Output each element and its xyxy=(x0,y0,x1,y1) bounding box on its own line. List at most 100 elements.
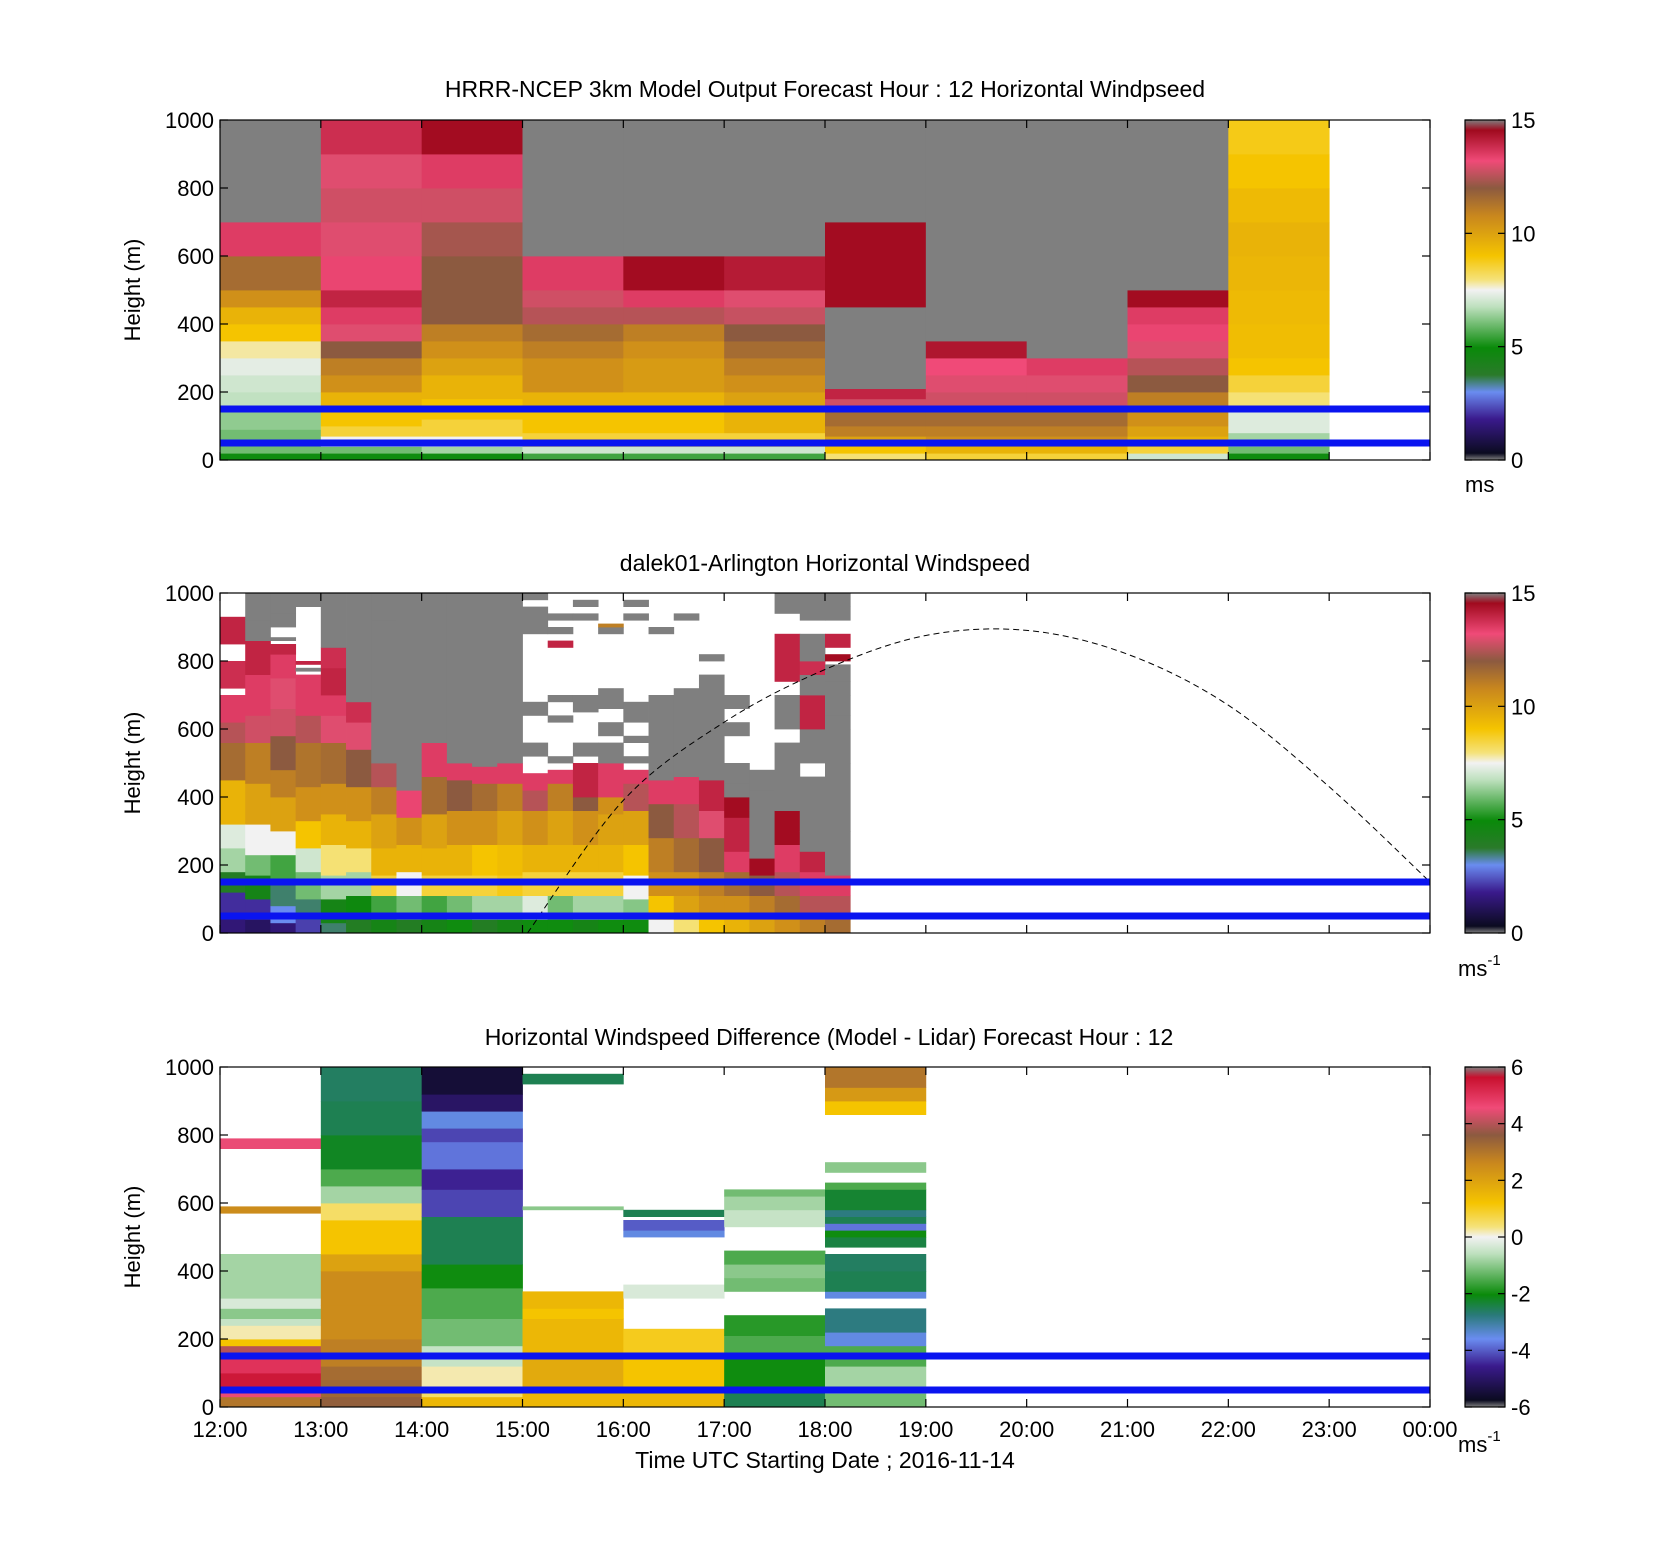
heatmap-cell xyxy=(346,786,372,822)
heatmap-cell xyxy=(270,644,297,655)
y-tick-label: 0 xyxy=(202,1395,214,1420)
heatmap-cell xyxy=(623,1230,725,1238)
heatmap-cell xyxy=(825,409,927,427)
y-tick-label: 1000 xyxy=(165,1055,214,1080)
heatmap-cell xyxy=(371,599,397,607)
heatmap-cell xyxy=(320,715,347,743)
colorbar-tick-label: -2 xyxy=(1511,1282,1531,1307)
heatmap-cell xyxy=(522,593,549,601)
panel-model-y-ticks: 0 200 400 600 800 1000 xyxy=(165,108,1430,473)
heatmap-cell xyxy=(421,222,523,257)
y-tick-label: 800 xyxy=(177,1123,214,1148)
heatmap-cell xyxy=(749,875,775,896)
heatmap-cell xyxy=(1026,358,1128,376)
heatmap-cell xyxy=(825,729,851,764)
heatmap-cell xyxy=(825,1254,927,1272)
heatmap-cell xyxy=(320,667,347,696)
heatmap-cell xyxy=(220,1308,322,1319)
heatmap-cell xyxy=(724,1264,826,1279)
heatmap-cell xyxy=(799,633,826,662)
heatmap-cell xyxy=(320,222,423,257)
panel-model-colorbar-unit: ms xyxy=(1465,472,1494,497)
heatmap-cell xyxy=(220,916,246,933)
heatmap-cell xyxy=(825,633,851,648)
panel-lidar-ylabel: Height (m) xyxy=(120,712,145,815)
heatmap-cell xyxy=(673,837,700,873)
panel-difference: Horizontal Windspeed Difference (Model -… xyxy=(120,1024,1531,1457)
heatmap-cell xyxy=(245,715,271,743)
heatmap-cell xyxy=(421,742,448,777)
heatmap-cell xyxy=(799,803,826,832)
heatmap-cell xyxy=(698,837,725,873)
heatmap-cell xyxy=(320,1101,423,1136)
heatmap-cell xyxy=(245,674,271,716)
heatmap-cell xyxy=(320,899,347,924)
heatmap-cell xyxy=(1026,446,1128,454)
heatmap-cell xyxy=(673,688,700,777)
y-tick-label: 200 xyxy=(177,1327,214,1352)
heatmap-cell xyxy=(825,1101,927,1115)
x-tick-label: 18:00 xyxy=(797,1417,852,1442)
heatmap-cell xyxy=(421,446,523,454)
heatmap-cell xyxy=(522,290,624,308)
heatmap-cell xyxy=(724,358,826,376)
heatmap-cell xyxy=(623,307,725,325)
heatmap-cell xyxy=(446,780,473,811)
heatmap-cell xyxy=(825,1189,927,1211)
heatmap-cell xyxy=(421,1067,523,1095)
heatmap-cell xyxy=(1228,409,1330,434)
colorbar-tick-label: 15 xyxy=(1511,108,1535,133)
heatmap-cell xyxy=(472,844,498,876)
heatmap-cell xyxy=(724,1209,826,1228)
heatmap-cell xyxy=(245,593,271,621)
panel-lidar-title: dalek01-Arlington Horizontal Windspeed xyxy=(620,550,1030,576)
heatmap-cell xyxy=(598,763,624,798)
heatmap-cell xyxy=(724,290,826,308)
heatmap-cell xyxy=(320,1203,423,1221)
heatmap-cell xyxy=(421,919,448,933)
heatmap-cell xyxy=(421,1366,523,1387)
heatmap-cell xyxy=(295,786,322,822)
heatmap-cell xyxy=(698,654,725,662)
heatmap-cell xyxy=(396,817,423,845)
heatmap-cell xyxy=(547,715,574,723)
heatmap-cell xyxy=(245,620,271,641)
heatmap-cell xyxy=(320,453,423,460)
heatmap-cell xyxy=(320,120,423,155)
heatmap-cell xyxy=(547,756,574,764)
heatmap-cell xyxy=(825,593,851,607)
heatmap-cell xyxy=(472,593,498,767)
heatmap-cell xyxy=(547,919,574,933)
heatmap-cell xyxy=(522,773,549,791)
heatmap-cell xyxy=(825,1230,927,1238)
heatmap-cell xyxy=(522,742,549,757)
heatmap-cell xyxy=(1127,446,1229,454)
heatmap-cell xyxy=(220,1339,322,1347)
panel-lidar-dashed-curve xyxy=(527,628,1430,933)
colorbar-tick-label: 0 xyxy=(1511,1225,1523,1250)
heatmap-cell xyxy=(421,1111,523,1129)
heatmap-cell xyxy=(421,256,523,291)
heatmap-cell xyxy=(799,831,826,852)
heatmap-cell xyxy=(346,701,372,723)
heatmap-cell xyxy=(220,661,246,689)
heatmap-cell xyxy=(925,341,1028,359)
colorbar-bar xyxy=(1464,119,1506,461)
heatmap-cell xyxy=(648,780,675,805)
heatmap-cell xyxy=(421,324,523,342)
heatmap-cell xyxy=(472,919,498,933)
heatmap-cell xyxy=(724,324,826,342)
heatmap-cell xyxy=(1127,426,1229,437)
heatmap-cell xyxy=(320,1305,423,1340)
heatmap-cell xyxy=(245,742,271,784)
x-tick-label: 00:00 xyxy=(1402,1417,1457,1442)
heatmap-cell xyxy=(724,1196,826,1211)
heatmap-cell xyxy=(220,892,246,917)
heatmap-cell xyxy=(724,1335,826,1357)
heatmap-cell xyxy=(724,722,750,737)
heatmap-cell xyxy=(1127,375,1229,393)
x-tick-label: 19:00 xyxy=(898,1417,953,1442)
heatmap-cell xyxy=(220,1356,322,1374)
heatmap-cell xyxy=(623,324,725,342)
heatmap-cell xyxy=(1127,392,1229,410)
